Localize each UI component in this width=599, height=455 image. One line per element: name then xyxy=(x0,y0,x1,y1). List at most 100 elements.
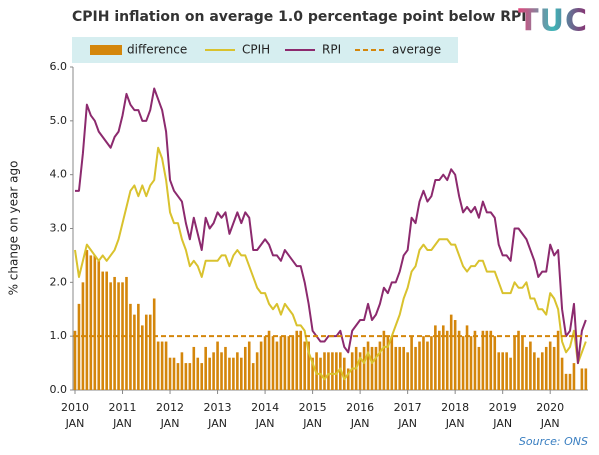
bar xyxy=(568,373,572,390)
bar xyxy=(414,346,417,390)
bar xyxy=(73,330,77,390)
bar xyxy=(212,352,215,390)
bar xyxy=(240,357,243,390)
bar xyxy=(485,330,489,390)
bar xyxy=(216,341,219,390)
x-tick-label: 2017 JAN xyxy=(394,401,422,430)
bar xyxy=(517,330,520,390)
legend-box xyxy=(72,37,458,63)
bar xyxy=(236,352,239,390)
bar xyxy=(501,352,504,390)
logo: TUC xyxy=(518,4,588,39)
bar xyxy=(184,363,188,390)
bar xyxy=(489,330,493,390)
bar xyxy=(335,352,338,390)
bar xyxy=(243,346,247,390)
bar xyxy=(192,346,196,390)
bar xyxy=(113,276,116,390)
bar xyxy=(438,330,441,390)
bar xyxy=(434,325,437,390)
chart-title: CPIH inflation on average 1.0 percentage… xyxy=(72,9,527,25)
bar xyxy=(493,336,497,390)
bar xyxy=(525,346,528,390)
bar xyxy=(200,363,204,390)
bar xyxy=(291,336,295,390)
bar xyxy=(402,346,405,390)
bar xyxy=(390,336,394,390)
bar xyxy=(505,352,508,390)
bar xyxy=(196,357,200,390)
legend-swatch xyxy=(90,45,122,55)
bar xyxy=(188,363,192,390)
legend-label: RPI xyxy=(322,43,341,57)
bar xyxy=(323,352,326,390)
bar xyxy=(580,368,584,390)
bar xyxy=(259,341,263,390)
bar xyxy=(465,325,469,390)
bar xyxy=(426,341,429,390)
bar xyxy=(255,352,259,390)
bar xyxy=(299,330,303,390)
bar xyxy=(564,373,568,390)
bar xyxy=(267,330,271,390)
bar xyxy=(441,325,445,390)
bar xyxy=(552,346,556,390)
bar xyxy=(251,363,255,390)
bar xyxy=(152,298,156,390)
bar xyxy=(331,352,334,390)
bar xyxy=(160,341,164,390)
bar xyxy=(346,368,350,390)
bar xyxy=(141,325,144,390)
bar xyxy=(497,352,501,390)
bar xyxy=(378,341,382,390)
bar xyxy=(477,346,481,390)
bar xyxy=(228,357,231,390)
bar xyxy=(117,282,120,390)
bar xyxy=(283,336,287,390)
bar xyxy=(224,346,227,390)
x-tick-label: 2020 JAN xyxy=(536,401,564,430)
bar xyxy=(327,352,330,390)
bar xyxy=(521,336,524,390)
x-tick-label: 2014 JAN xyxy=(251,401,279,430)
bar xyxy=(220,352,223,390)
bar xyxy=(180,352,184,390)
line xyxy=(74,146,587,381)
bar xyxy=(303,341,306,390)
legend-label: difference xyxy=(127,43,187,57)
bar xyxy=(275,341,279,390)
bar xyxy=(307,341,310,390)
bar xyxy=(537,357,540,390)
line xyxy=(75,87,587,365)
x-tick-label: 2019 JAN xyxy=(489,401,517,430)
bar xyxy=(311,357,314,390)
bar xyxy=(176,363,180,390)
bar xyxy=(109,282,112,390)
bar xyxy=(144,314,148,390)
bar xyxy=(366,341,370,390)
source: Source: ONS xyxy=(519,435,588,448)
bar xyxy=(572,363,576,390)
bar xyxy=(204,346,207,390)
bar xyxy=(89,255,93,390)
x-tick-label: 2018 JAN xyxy=(441,401,469,430)
bar xyxy=(461,336,465,390)
x-tick-label: 2010 JAN xyxy=(61,401,89,430)
bar xyxy=(509,357,512,390)
bar xyxy=(544,346,548,390)
bar xyxy=(548,341,552,390)
bar xyxy=(125,276,128,390)
y-tick-label: 1.0 xyxy=(50,329,68,342)
bar xyxy=(556,330,560,390)
bar xyxy=(457,330,461,390)
bar xyxy=(164,341,168,390)
bar xyxy=(398,346,402,390)
bar xyxy=(232,357,235,390)
bar xyxy=(137,303,140,390)
bar xyxy=(105,271,108,390)
bar xyxy=(247,341,251,390)
y-axis-label: % change on year ago xyxy=(7,161,21,296)
bar xyxy=(156,341,160,390)
y-tick-label: 6.0 xyxy=(50,60,68,73)
y-tick-label: 3.0 xyxy=(50,222,68,235)
